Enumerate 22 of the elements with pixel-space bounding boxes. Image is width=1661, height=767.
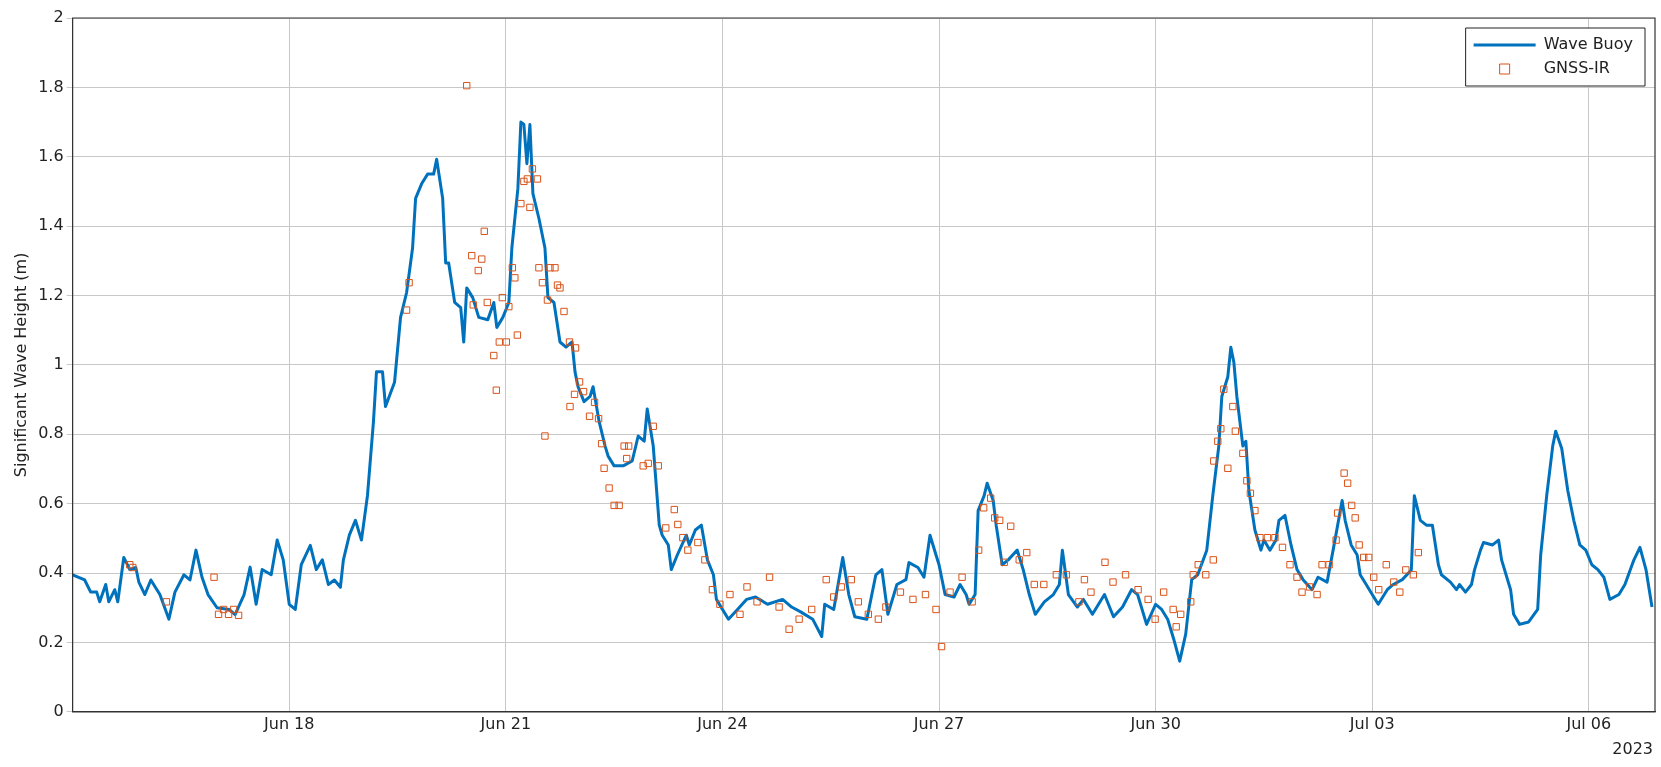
legend-label: Wave Buoy: [1543, 34, 1633, 54]
y-tick-label: 0: [53, 700, 64, 720]
y-tick-label: 0.8: [38, 423, 64, 443]
legend-label: GNSS-IR: [1543, 58, 1610, 78]
x-tick-label: Jun 27: [912, 713, 965, 733]
x-tick-label: Jul 06: [1565, 713, 1612, 733]
y-tick-label: 1: [53, 354, 64, 374]
x-tick-label: Jul 03: [1348, 713, 1395, 733]
y-tick-label: 2: [53, 7, 64, 27]
y-tick-label: 0.6: [38, 492, 64, 512]
y-axis-title: Significant Wave Height (m): [10, 252, 30, 478]
y-tick-label: 0.2: [38, 631, 64, 651]
x-tick-label: Jun 24: [696, 713, 748, 733]
y-tick-label: 1.4: [38, 215, 64, 235]
y-tick-label: 1.6: [38, 145, 64, 165]
y-tick-label: 0.4: [38, 562, 64, 582]
text: 2023: [1612, 738, 1653, 758]
x-tick-label: Jun 18: [263, 713, 315, 733]
x-tick-label: Jun 21: [479, 713, 532, 733]
x-tick-label: Jun 30: [1129, 713, 1181, 733]
y-tick-label: 1.8: [38, 76, 64, 96]
y-tick-label: 1.2: [38, 284, 64, 304]
